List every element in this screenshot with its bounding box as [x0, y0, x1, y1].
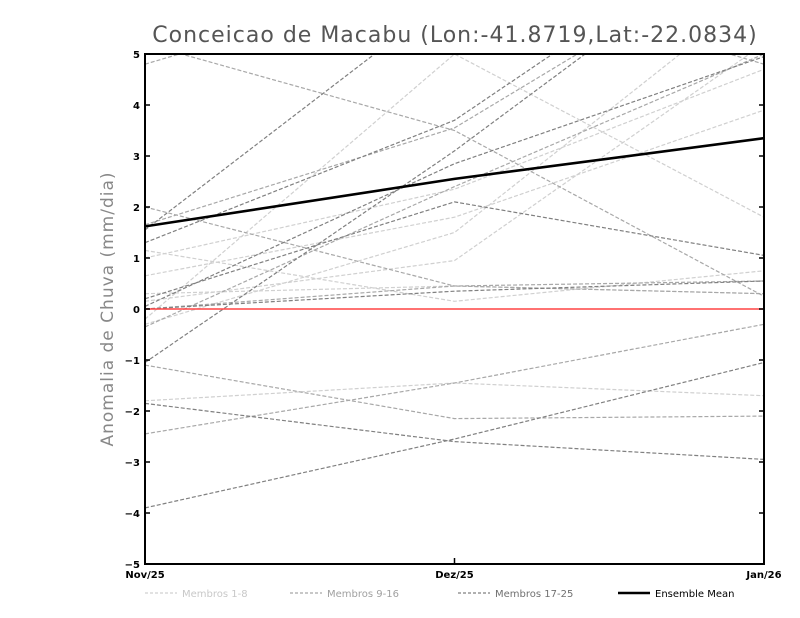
- series-layer: [145, 54, 764, 509]
- member-line-20: [145, 361, 764, 509]
- ticks-layer: −5 −4 −3 −2 −1 0 1 2 3 4 5 Nov/25 Dez/25 Jan/26: [125, 50, 782, 581]
- legend: Membros 1-8 Membros 9-16 Membros 17-25 Ense…: [145, 589, 734, 600]
- x-tick-label: Nov/25: [125, 570, 164, 581]
- y-tick-label: 3: [133, 152, 140, 163]
- member-line-19: [145, 54, 587, 363]
- member-line-8: [145, 285, 764, 295]
- legend-label: Membros 17-25: [495, 589, 573, 600]
- member-line-18: [145, 201, 764, 300]
- member-line-15: [145, 54, 764, 328]
- y-tick-label: 1: [133, 254, 140, 265]
- y-tick-label: −5: [125, 560, 140, 571]
- y-tick-label: 2: [133, 203, 140, 214]
- member-line-9: [145, 54, 579, 226]
- member-line-12: [145, 206, 764, 287]
- member-line-4: [145, 54, 751, 302]
- member-line-24: [145, 54, 376, 231]
- legend-label: Membros 1-8: [182, 589, 248, 600]
- y-tick-label: 4: [133, 101, 140, 112]
- legend-label: Ensemble Mean: [655, 589, 734, 600]
- x-tick-label: Dez/25: [435, 570, 474, 581]
- x-tick-label: Jan/26: [745, 570, 781, 581]
- member-line-16: [145, 285, 764, 310]
- ensemble-mean-line: [145, 136, 764, 228]
- member-line-22: [145, 280, 764, 310]
- member-line-23: [145, 56, 764, 307]
- y-tick-label: 5: [133, 50, 140, 61]
- member-line-14: [145, 323, 764, 435]
- member-line-13: [145, 364, 764, 420]
- member-line-11: [179, 54, 764, 297]
- member-line-6: [145, 54, 764, 320]
- legend-label: Membros 9-16: [327, 589, 399, 600]
- member-line-21: [145, 402, 764, 460]
- chart-title: Conceicao de Macabu (Lon:-41.8719,Lat:-2…: [152, 23, 757, 48]
- member-line-3: [145, 54, 682, 325]
- y-tick-label: −3: [125, 458, 140, 469]
- y-tick-label: −2: [125, 407, 140, 418]
- y-tick-label: 0: [133, 305, 140, 316]
- member-line-17: [145, 54, 554, 244]
- member-line-5: [145, 249, 764, 302]
- member-line-7: [145, 382, 764, 402]
- member-line-1: [145, 68, 764, 259]
- y-tick-label: −4: [125, 509, 140, 520]
- y-tick-label: −1: [125, 356, 140, 367]
- y-axis-label: Anomalia de Chuva (mm/dia): [98, 171, 118, 446]
- member-line-2: [145, 109, 764, 277]
- mean-layer: [145, 136, 764, 228]
